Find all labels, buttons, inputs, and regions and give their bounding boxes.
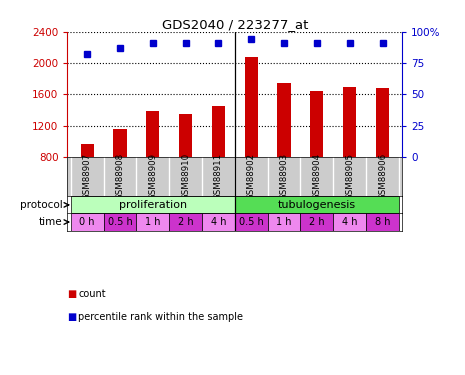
- Bar: [136, 213, 169, 231]
- Text: ■: ■: [67, 312, 77, 322]
- Bar: [179, 114, 192, 157]
- Text: GSM88910: GSM88910: [181, 153, 190, 200]
- Text: proliferation: proliferation: [119, 200, 187, 210]
- Bar: [333, 213, 366, 231]
- Bar: [343, 87, 356, 157]
- Text: count: count: [78, 290, 106, 299]
- Text: GSM88908: GSM88908: [115, 153, 125, 200]
- Bar: [146, 111, 159, 157]
- Text: 4 h: 4 h: [211, 217, 226, 227]
- Text: 4 h: 4 h: [342, 217, 358, 227]
- Text: GSM88907: GSM88907: [83, 153, 92, 200]
- Bar: [268, 213, 300, 231]
- Bar: [202, 213, 235, 231]
- Text: GSM88909: GSM88909: [148, 153, 157, 200]
- Bar: [113, 129, 126, 157]
- Text: 8 h: 8 h: [375, 217, 390, 227]
- Text: 2 h: 2 h: [178, 217, 193, 227]
- Text: GSM88902: GSM88902: [247, 153, 256, 200]
- Text: tubulogenesis: tubulogenesis: [278, 200, 356, 210]
- Bar: [300, 213, 333, 231]
- Bar: [104, 213, 136, 231]
- Text: 0 h: 0 h: [80, 217, 95, 227]
- Text: 2 h: 2 h: [309, 217, 325, 227]
- Text: 0.5 h: 0.5 h: [107, 217, 133, 227]
- Bar: [235, 196, 399, 213]
- Bar: [169, 213, 202, 231]
- Bar: [71, 213, 104, 231]
- Text: GSM88906: GSM88906: [378, 153, 387, 200]
- Bar: [245, 57, 258, 157]
- Text: GSM88903: GSM88903: [279, 153, 289, 200]
- Text: 1 h: 1 h: [145, 217, 160, 227]
- Bar: [71, 196, 235, 213]
- Text: time: time: [39, 217, 63, 227]
- Text: percentile rank within the sample: percentile rank within the sample: [78, 312, 243, 322]
- Text: 1 h: 1 h: [276, 217, 292, 227]
- Bar: [278, 83, 291, 157]
- Bar: [310, 91, 324, 157]
- Title: GDS2040 / 223277_at: GDS2040 / 223277_at: [162, 18, 308, 31]
- Text: GSM88905: GSM88905: [345, 153, 354, 200]
- Bar: [235, 213, 268, 231]
- Text: GSM88911: GSM88911: [214, 153, 223, 200]
- Bar: [376, 88, 389, 157]
- Bar: [212, 106, 225, 157]
- Bar: [366, 213, 399, 231]
- Text: protocol: protocol: [20, 200, 63, 210]
- Text: 0.5 h: 0.5 h: [239, 217, 264, 227]
- Text: ■: ■: [67, 290, 77, 299]
- Bar: [80, 144, 93, 157]
- Text: GSM88904: GSM88904: [312, 153, 321, 200]
